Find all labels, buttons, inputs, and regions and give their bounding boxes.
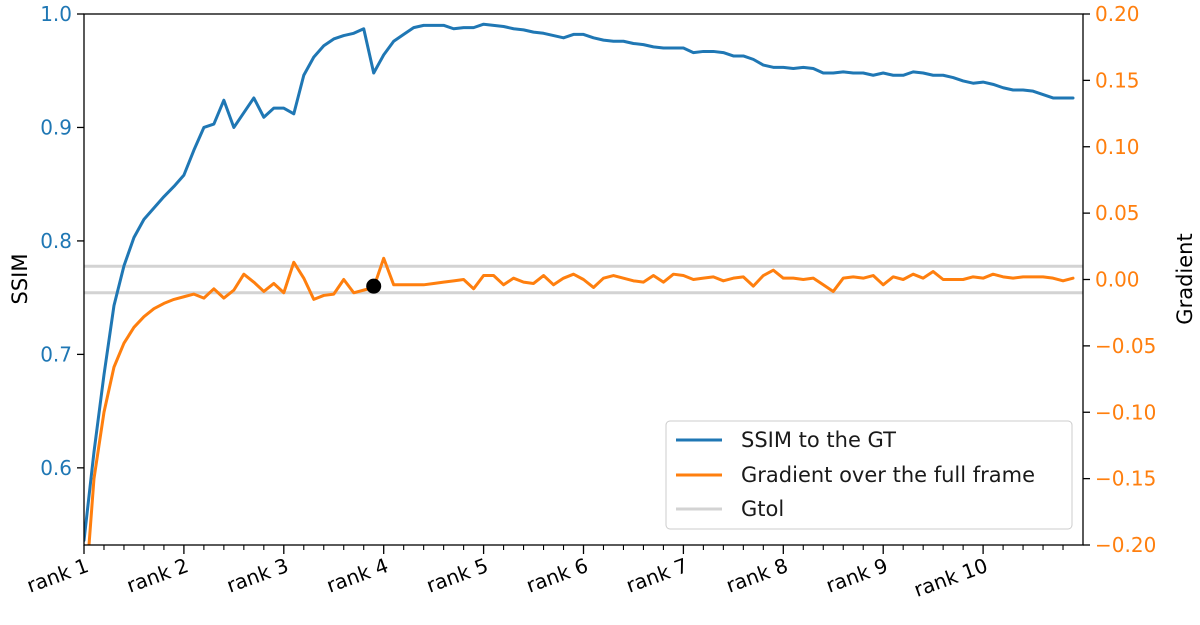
x-tick-label: rank 2	[123, 553, 191, 597]
right-axis-ticks: −0.20 −0.15 −0.10 −0.05 0.00 0.05 0.10 0.15 0.20	[1083, 2, 1156, 557]
right-tick-label: 0.05	[1095, 201, 1140, 225]
right-tick-label: −0.15	[1095, 467, 1156, 491]
convergence-marker	[366, 278, 382, 294]
left-axis-ticks: 0.6 0.7 0.8 0.9 1.0	[40, 2, 84, 480]
left-tick-label: 0.9	[40, 115, 72, 139]
left-tick-label: 0.6	[40, 456, 72, 480]
gtol-lines	[84, 264, 1083, 295]
left-tick-label: 0.8	[40, 229, 72, 253]
x-tick-label: rank 9	[823, 553, 891, 597]
x-tick-label: rank 10	[911, 553, 991, 602]
x-tick-label: rank 5	[423, 553, 491, 597]
right-tick-label: −0.10	[1095, 400, 1156, 424]
left-axis-title: SSIM	[8, 254, 32, 305]
right-tick-label: −0.05	[1095, 334, 1156, 358]
left-tick-label: 0.7	[40, 342, 72, 366]
series-lines	[84, 22, 1075, 545]
ssim-series-line	[84, 22, 1075, 542]
right-tick-label: −0.20	[1095, 533, 1156, 557]
legend-label-gtol: Gtol	[741, 497, 784, 521]
left-tick-label: 1.0	[40, 2, 72, 26]
x-tick-label: rank 3	[223, 553, 291, 597]
x-tick-label: rank 7	[623, 553, 691, 597]
right-tick-label: 0.20	[1095, 2, 1140, 26]
right-tick-label: 0.15	[1095, 68, 1140, 92]
gradient-series-line	[87, 256, 1075, 545]
legend-box	[665, 420, 1073, 530]
right-axis-title: Gradient	[1173, 233, 1197, 324]
x-axis-ticks: rank 1 rank 2 rank 3 rank 4 rank 5 rank 6 rank…	[24, 545, 1064, 602]
legend-label-gradient: Gradient over the full frame	[741, 463, 1035, 487]
right-tick-label: 0.00	[1095, 268, 1140, 292]
legend: SSIM to the GT Gradient over the full fr…	[665, 420, 1073, 530]
x-tick-label: rank 6	[523, 553, 591, 597]
x-tick-label: rank 8	[723, 553, 791, 597]
x-tick-label: rank 4	[323, 553, 391, 597]
right-tick-label: 0.10	[1095, 135, 1140, 159]
marker-layer	[366, 278, 382, 294]
x-tick-label: rank 1	[24, 553, 92, 597]
legend-label-ssim: SSIM to the GT	[741, 428, 896, 452]
